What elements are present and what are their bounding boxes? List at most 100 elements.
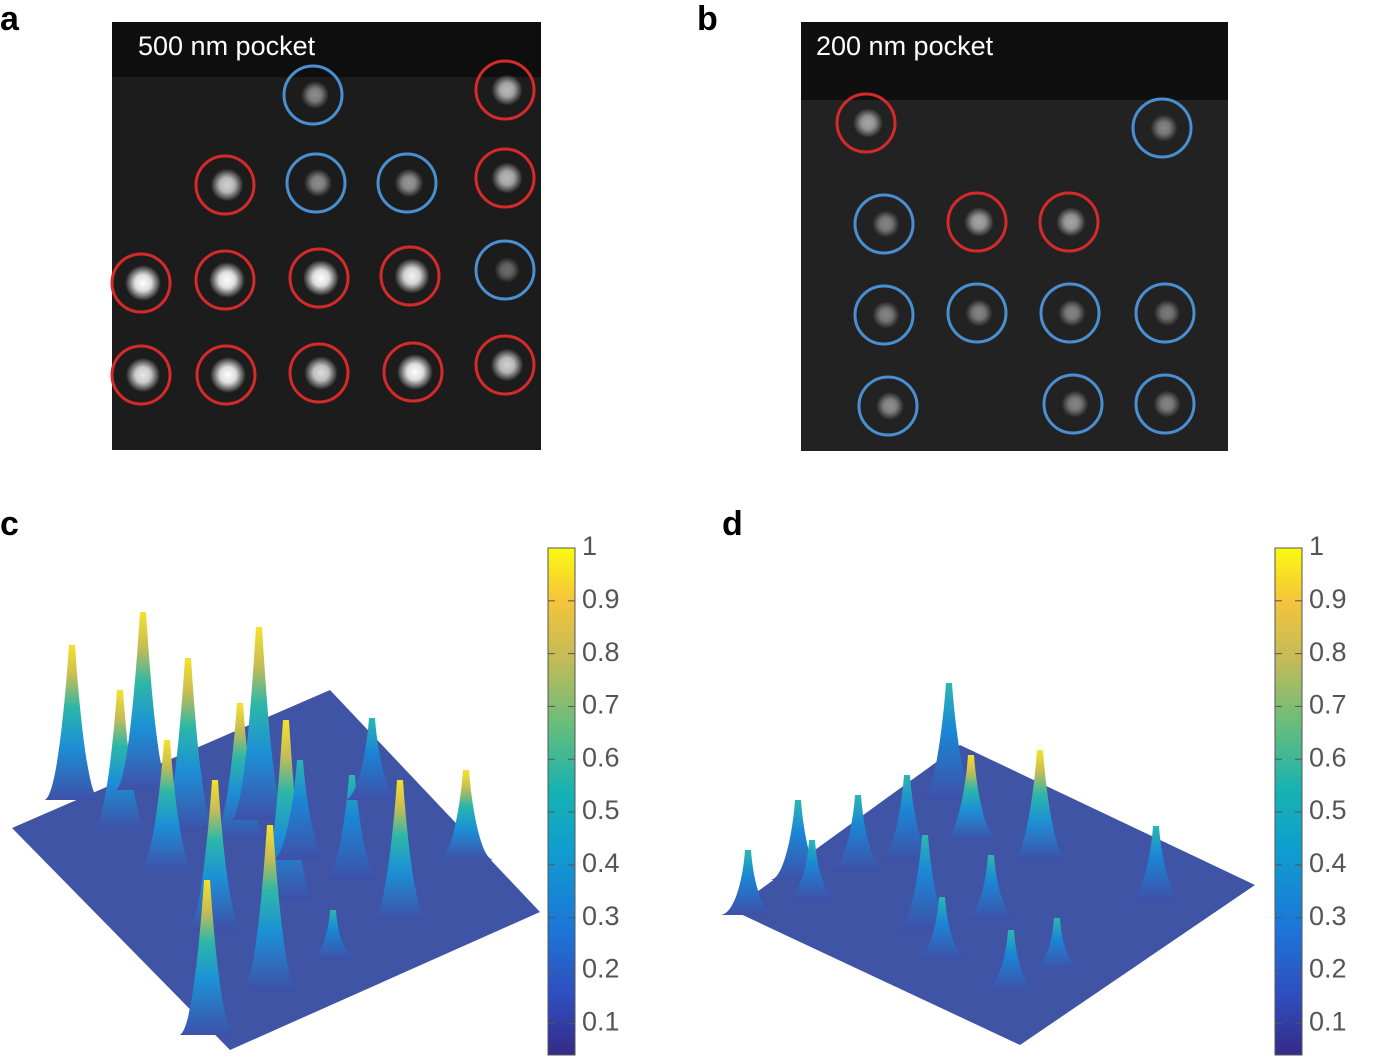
peak [231,627,287,820]
spot [397,354,433,390]
spot [494,257,520,283]
spot [491,74,523,106]
marker-circle [1039,282,1101,344]
micrograph-band [801,22,1228,100]
spot [853,108,883,138]
marker-circle [853,193,915,255]
peak [438,770,494,860]
colorbar-tick-label: 0.6 [1309,742,1347,772]
colorbar-tick-label: 0.3 [582,901,620,931]
spot [965,299,993,327]
marker-circle [857,375,919,437]
marker-circle [853,284,915,346]
spot [394,168,424,198]
spot [209,262,245,298]
peak [1012,750,1068,860]
marker-circle [110,252,172,314]
marker-circle [382,341,444,403]
colorbar-tick-label: 0.6 [582,742,620,772]
panel-label: b [697,0,718,38]
spot [872,301,900,329]
panel-title: 500 nm pocket [138,31,316,61]
colorbar [547,547,576,1056]
peak [943,755,999,840]
spot [490,348,524,382]
peak [720,850,776,915]
marker-circle [1042,373,1104,435]
marker-circle [288,342,350,404]
spot [1150,114,1178,142]
peak [242,825,298,990]
colorbar-tick-label: 0.7 [582,690,620,720]
peak [914,897,970,960]
colorbar-tick-label: 0.3 [1309,901,1347,931]
colorbar-tick-label: 0.8 [582,637,620,667]
spot [1056,207,1086,237]
colorbar-tick-label: 0.8 [1309,637,1347,667]
peak [1029,918,1085,970]
peak [784,840,840,900]
panel-title: 200 nm pocket [816,31,994,61]
colorbar-tick-label: 0.5 [1309,795,1347,825]
spots [110,59,1196,437]
spot [876,392,904,420]
marker-circle [1038,191,1100,253]
spot [301,81,329,109]
colorbar-tick-label: 0.1 [582,1006,620,1036]
marker-circle [474,239,536,301]
marker-circle [194,154,256,216]
colorbar-tick-label: 0.9 [582,584,620,614]
spot [304,169,332,197]
peaks [44,612,1184,1035]
marker-circle [1131,97,1193,159]
marker-circle [474,59,536,121]
colorbar-tick-label: 0.4 [1309,848,1347,878]
marker-circle [1134,282,1196,344]
panel-label: a [0,0,20,38]
peak [115,612,171,790]
marker-circle [288,247,350,309]
spot [1153,390,1181,418]
marker-circle [282,64,344,126]
marker-circle [1134,373,1196,435]
peak [830,795,886,870]
peak [324,775,380,880]
marker-circle [110,344,172,406]
peak [139,740,195,870]
colorbar [1274,547,1303,1056]
marker-circle [835,92,897,154]
peak [963,855,1019,920]
peak [272,760,328,860]
spot [210,357,246,393]
spot [210,168,244,202]
colorbar-tick-label: 0.7 [1309,690,1347,720]
spot [125,357,161,393]
colorbar-tick-label: 0.1 [1309,1006,1347,1036]
spot [491,162,523,194]
colorbar-tick-label: 0.9 [1309,584,1347,614]
peak [44,645,100,800]
colorbar-tick-label: 0.2 [582,954,620,984]
spot [1058,299,1086,327]
spot [1153,299,1181,327]
colorbar-tick-label: 1 [1309,531,1324,561]
spot [394,258,430,294]
marker-circle [285,152,347,214]
colorbar-tick-label: 0.2 [1309,954,1347,984]
peak [1128,826,1184,900]
marker-circle [474,334,536,396]
peak [179,880,235,1035]
peak [305,910,361,960]
colorbar-tick-label: 1 [582,531,597,561]
marker-circle [379,245,441,307]
colorbar-tick-label: 0.5 [582,795,620,825]
marker-circle [946,282,1008,344]
spot [872,210,900,238]
marker-circle [376,152,438,214]
peak [344,718,400,800]
spot [304,356,338,390]
panel-label: d [722,505,743,543]
peak [921,683,977,800]
colorbar-tick-label: 0.4 [582,848,620,878]
